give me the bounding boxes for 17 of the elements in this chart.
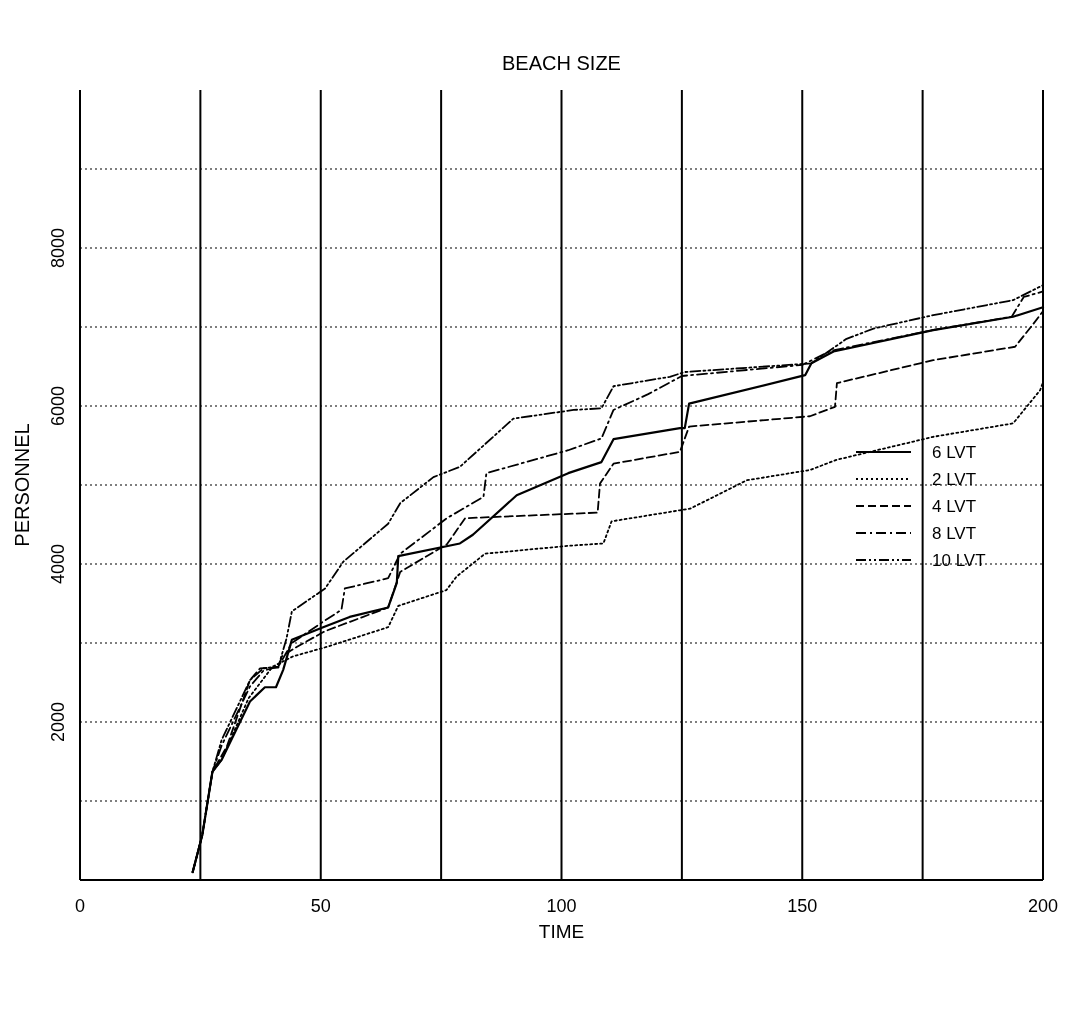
y-tick-label: 8000 — [48, 227, 68, 269]
legend-label: 2 LVT — [932, 469, 977, 489]
legend-label: 8 LVT — [932, 523, 977, 543]
y-tick-label: 6000 — [48, 385, 68, 427]
chart-title: BEACH SIZE — [502, 52, 621, 74]
x-tick-label: 0 — [74, 896, 86, 916]
x-axis-title: TIME — [538, 921, 585, 942]
x-tick-label: 100 — [546, 896, 577, 916]
x-tick-label: 50 — [310, 896, 331, 916]
legend-label: 10 LVT — [932, 550, 986, 570]
y-axis-title: PERSONNEL — [11, 423, 33, 547]
legend-label: 6 LVT — [932, 442, 977, 462]
x-tick-label: 200 — [1027, 896, 1059, 916]
y-tick-label: 2000 — [48, 701, 68, 743]
y-tick-label: 4000 — [48, 543, 68, 585]
x-tick-label: 150 — [787, 896, 818, 916]
legend-label: 4 LVT — [932, 496, 977, 516]
